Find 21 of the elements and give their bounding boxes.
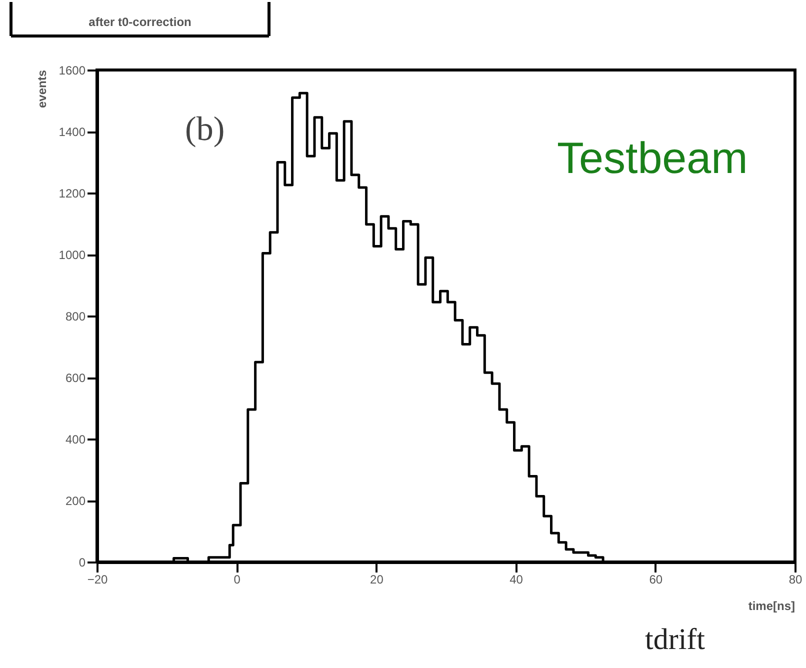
text: tdrift bbox=[645, 623, 706, 656]
y-tick-label: 1400 bbox=[58, 125, 86, 139]
x-tick-label: 60 bbox=[649, 572, 663, 586]
y-tick-label: 1600 bbox=[58, 64, 86, 78]
x-tick-label: 20 bbox=[370, 572, 384, 586]
y-tick-label: 400 bbox=[65, 432, 86, 446]
y-tick-label: 600 bbox=[65, 371, 86, 385]
x-tick-label: −20 bbox=[87, 572, 108, 586]
y-tick-label: 1200 bbox=[58, 186, 86, 200]
x-tick-label: 40 bbox=[510, 572, 524, 586]
annotation: (b) bbox=[185, 111, 225, 148]
x-tick-label: 0 bbox=[234, 572, 241, 586]
y-tick-label: 1000 bbox=[58, 248, 86, 262]
y-tick-label: 800 bbox=[65, 310, 86, 324]
y-axis-title: events bbox=[35, 70, 49, 108]
y-tick-label: 200 bbox=[65, 494, 86, 508]
chart-title: after t0-correction bbox=[88, 15, 192, 29]
y-tick-label: 0 bbox=[78, 556, 86, 570]
x-tick-label: 80 bbox=[788, 572, 802, 586]
x-axis-title: time[ns] bbox=[748, 599, 795, 613]
annotation: Testbeam bbox=[557, 134, 748, 183]
